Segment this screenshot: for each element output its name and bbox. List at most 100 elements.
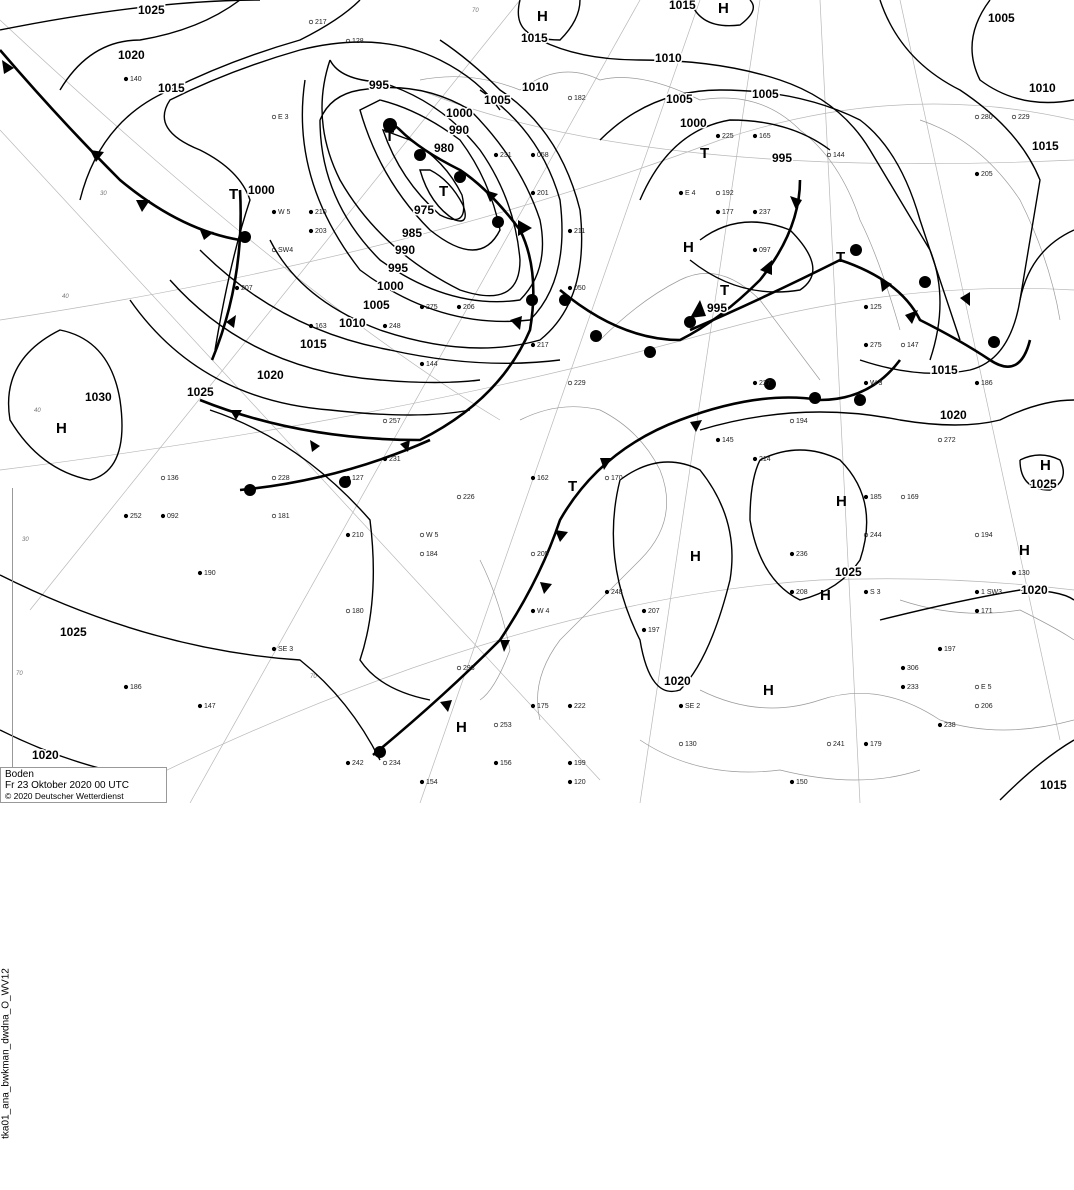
station-marker	[530, 190, 536, 196]
station-value: 092	[167, 513, 179, 520]
station-value: 058	[537, 152, 549, 159]
station-marker	[752, 209, 758, 215]
svg-text:995: 995	[707, 301, 727, 315]
svg-text:H: H	[1019, 542, 1030, 559]
station-marker	[271, 475, 277, 481]
svg-text:H: H	[763, 682, 774, 699]
station-marker	[530, 551, 536, 557]
station-value: 120	[574, 779, 586, 786]
station-marker	[752, 247, 758, 253]
station-value: 306	[907, 665, 919, 672]
svg-text:1025: 1025	[138, 3, 165, 17]
svg-text:1025: 1025	[187, 385, 214, 399]
station-marker	[567, 380, 573, 386]
svg-text:1015: 1015	[521, 31, 548, 45]
station-value: 205	[537, 551, 549, 558]
station-value: 214	[759, 456, 771, 463]
svg-text:H: H	[683, 239, 694, 256]
station-marker	[123, 513, 129, 519]
station-marker	[567, 228, 573, 234]
station-marker	[974, 703, 980, 709]
svg-text:1020: 1020	[32, 748, 59, 762]
svg-text:T: T	[229, 186, 238, 203]
svg-text:1020: 1020	[664, 674, 691, 688]
station-marker	[937, 437, 943, 443]
station-marker	[974, 380, 980, 386]
svg-text:995: 995	[772, 151, 792, 165]
svg-text:975: 975	[414, 203, 434, 217]
station-value: 097	[759, 247, 771, 254]
station-value: 180	[352, 608, 364, 615]
caption-copyright: © 2020 Deutscher Wetterdienst	[5, 791, 124, 801]
station-marker	[604, 475, 610, 481]
station-marker	[456, 304, 462, 310]
station-value: 201	[537, 190, 549, 197]
station-marker	[752, 456, 758, 462]
station-marker	[937, 722, 943, 728]
station-value: 241	[833, 741, 845, 748]
svg-text:990: 990	[395, 243, 415, 257]
svg-text:T: T	[836, 249, 845, 266]
svg-text:1015: 1015	[158, 81, 185, 95]
station-marker	[567, 779, 573, 785]
station-marker	[789, 551, 795, 557]
station-value: 185	[870, 494, 882, 501]
svg-text:H: H	[690, 548, 701, 565]
station-value: 127	[352, 475, 364, 482]
product-id: tka01_ana_bwkman_dwdna_O_WV12	[0, 968, 12, 1139]
station-value: 244	[870, 532, 882, 539]
station-value: S 3	[870, 589, 881, 596]
svg-text:980: 980	[434, 141, 454, 155]
station-value: 128	[352, 38, 364, 45]
graticule	[0, 0, 1074, 803]
station-value: SE 3	[278, 646, 293, 653]
station-value: 145	[722, 437, 734, 444]
station-value: 197	[648, 627, 660, 634]
station-value: 130	[685, 741, 697, 748]
svg-text:1015: 1015	[931, 363, 958, 377]
svg-text:1010: 1010	[339, 316, 366, 330]
station-value: 257	[389, 418, 401, 425]
station-marker	[123, 76, 129, 82]
station-marker	[974, 532, 980, 538]
fronts	[0, 49, 1032, 758]
svg-text:H: H	[820, 587, 831, 604]
station-marker	[308, 209, 314, 215]
station-value: 050	[574, 285, 586, 292]
station-value: 225	[722, 133, 734, 140]
svg-text:985: 985	[402, 226, 422, 240]
station-value: 206	[463, 304, 475, 311]
station-value: 150	[796, 779, 808, 786]
station-marker	[419, 551, 425, 557]
station-marker	[863, 304, 869, 310]
station-marker	[419, 779, 425, 785]
station-value: 252	[130, 513, 142, 520]
svg-text:40: 40	[34, 408, 41, 414]
station-marker	[900, 494, 906, 500]
station-marker	[826, 741, 832, 747]
svg-text:1000: 1000	[377, 279, 404, 293]
svg-text:1000: 1000	[446, 106, 473, 120]
station-value: 226	[463, 494, 475, 501]
station-value: 194	[796, 418, 808, 425]
station-value: 248	[389, 323, 401, 330]
svg-text:T: T	[385, 128, 394, 145]
station-value: 163	[315, 323, 327, 330]
station-value: 197	[944, 646, 956, 653]
station-value: 144	[833, 152, 845, 159]
product-id-strip: tka01_ana_bwkman_dwdna_O_WV12	[0, 488, 13, 1139]
station-value: 227	[759, 380, 771, 387]
station-marker	[271, 114, 277, 120]
station-marker	[789, 418, 795, 424]
station-value: 238	[944, 722, 956, 729]
station-marker	[123, 684, 129, 690]
station-marker	[974, 114, 980, 120]
station-value: 242	[352, 760, 364, 767]
station-marker	[937, 646, 943, 652]
station-marker	[493, 152, 499, 158]
svg-text:H: H	[718, 0, 729, 17]
station-marker	[863, 342, 869, 348]
station-value: 280	[981, 114, 993, 121]
svg-text:1005: 1005	[666, 92, 693, 106]
station-value: SE 2	[685, 703, 700, 710]
